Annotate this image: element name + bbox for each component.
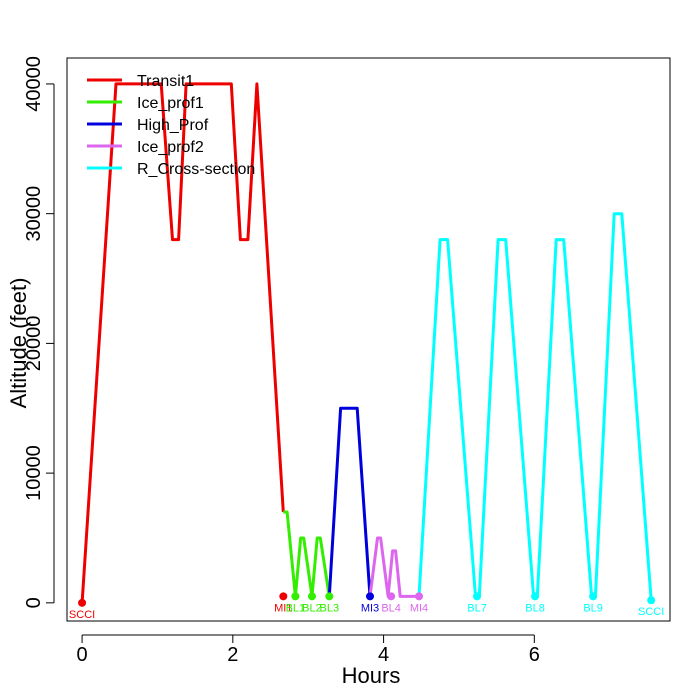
waypoint-label: MI4	[410, 602, 428, 614]
plot-frame	[66, 57, 671, 622]
y-axis-title: Altitude (feet)	[6, 278, 31, 409]
waypoint-marker	[647, 596, 656, 605]
waypoint-marker	[473, 592, 482, 601]
legend-label: Transit1	[137, 73, 194, 90]
y-tick-label: 0	[23, 597, 45, 608]
waypoint-marker	[291, 592, 300, 601]
y-tick-label: 30000	[23, 186, 45, 242]
waypoint-label: SCCI	[638, 606, 664, 618]
waypoint-label: MI1	[274, 602, 292, 614]
y-tick-label: 10000	[23, 445, 45, 501]
waypoint-label: BL7	[467, 602, 487, 614]
y-tick-label: 20000	[23, 316, 45, 372]
waypoint-label: BL3	[320, 602, 340, 614]
waypoint-label: BL8	[525, 602, 545, 614]
series-line-transit1	[80, 82, 285, 603]
waypoint-label: BL9	[583, 602, 603, 614]
waypoint-label: BL4	[381, 602, 401, 614]
x-tick-label: 4	[378, 644, 389, 666]
waypoint-label: BL2	[302, 602, 322, 614]
waypoint-label: MI3	[361, 602, 379, 614]
series-line-high_prof	[327, 406, 372, 597]
legend-label: Ice_prof2	[137, 139, 204, 156]
waypoint-marker	[589, 592, 598, 601]
x-tick-label: 6	[529, 644, 540, 666]
waypoint-marker	[307, 592, 316, 601]
waypoint-marker	[387, 592, 396, 601]
x-axis: 0 2 4 6	[77, 634, 540, 666]
legend-label: High_Prof	[137, 117, 209, 134]
series-line-r_cross-section	[417, 212, 653, 601]
series-line-ice_prof2	[368, 536, 419, 598]
waypoint-marker	[78, 598, 87, 607]
waypoint-marker	[325, 592, 334, 601]
legend: Transit1 Ice_prof1 High_Prof Ice_prof2 R_Cro…	[87, 73, 255, 178]
y-tick-label: 40000	[23, 56, 45, 112]
waypoint-marker	[366, 592, 375, 601]
waypoint-marker	[415, 592, 424, 601]
y-axis: 0 10000 20000 30000 40000	[23, 56, 55, 608]
waypoint-label: SCCI	[69, 609, 95, 621]
series-line-ice_prof1	[283, 510, 331, 598]
x-axis-title: Hours	[342, 663, 401, 688]
x-tick-label: 2	[227, 644, 238, 666]
legend-label: Ice_prof1	[137, 95, 204, 112]
waypoint-label: BL1	[286, 602, 306, 614]
legend-label: R_Cross-section	[137, 161, 255, 178]
waypoint-marker	[531, 592, 540, 601]
x-tick-label: 0	[77, 644, 88, 666]
waypoint-marker	[279, 592, 288, 601]
